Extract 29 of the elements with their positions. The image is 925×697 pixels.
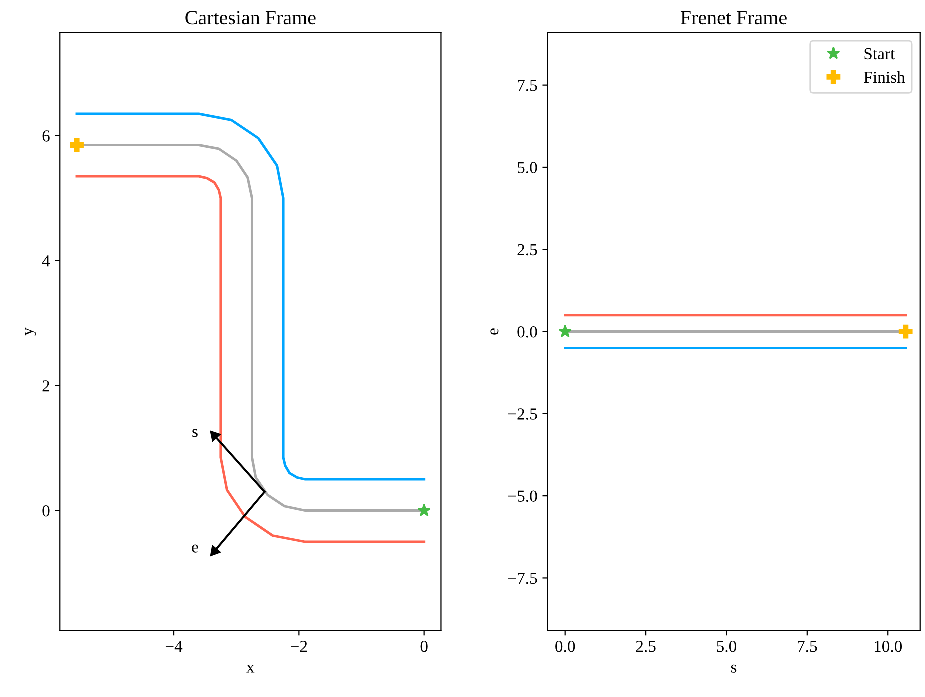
x-tick-label: 7.5 (798, 641, 818, 652)
legend-label: Start (864, 48, 896, 60)
chart-title: Frenet Frame (680, 11, 787, 25)
x-tick-label: −2 (291, 641, 308, 652)
x-axis-title: x (246, 665, 255, 673)
y-tick-label: −2.5 (508, 408, 538, 420)
y-tick-label: 5.0 (518, 162, 538, 174)
y-tick-label: 0 (42, 506, 50, 517)
y-tick-label: 6 (42, 130, 50, 142)
annotation: s (192, 429, 198, 438)
annotation: e (192, 544, 198, 553)
y-tick-label: −5.0 (508, 490, 538, 502)
x-tick-label: 0 (420, 640, 428, 652)
x-tick-label: 10.0 (874, 640, 902, 652)
x-tick-label: 5.0 (717, 640, 737, 652)
x-tick-label: −4 (166, 641, 183, 652)
x-tick-label: 2.5 (636, 641, 656, 652)
y-tick-label: −7.5 (508, 573, 538, 584)
y-axis-title: e (490, 328, 499, 335)
x-axis-title: s (731, 664, 737, 673)
y-tick-label: 2.5 (518, 244, 538, 256)
y-tick-label: 7.5 (518, 80, 538, 92)
y-tick-label: 2 (42, 380, 50, 392)
x-tick-label: 0.0 (556, 640, 576, 652)
legend-label: Finish (864, 71, 906, 84)
chart-title: Cartesian Frame (186, 11, 316, 25)
y-tick-label: 4 (42, 256, 50, 267)
y-axis-title: y (25, 328, 37, 336)
y-tick-label: 0.0 (518, 326, 538, 338)
